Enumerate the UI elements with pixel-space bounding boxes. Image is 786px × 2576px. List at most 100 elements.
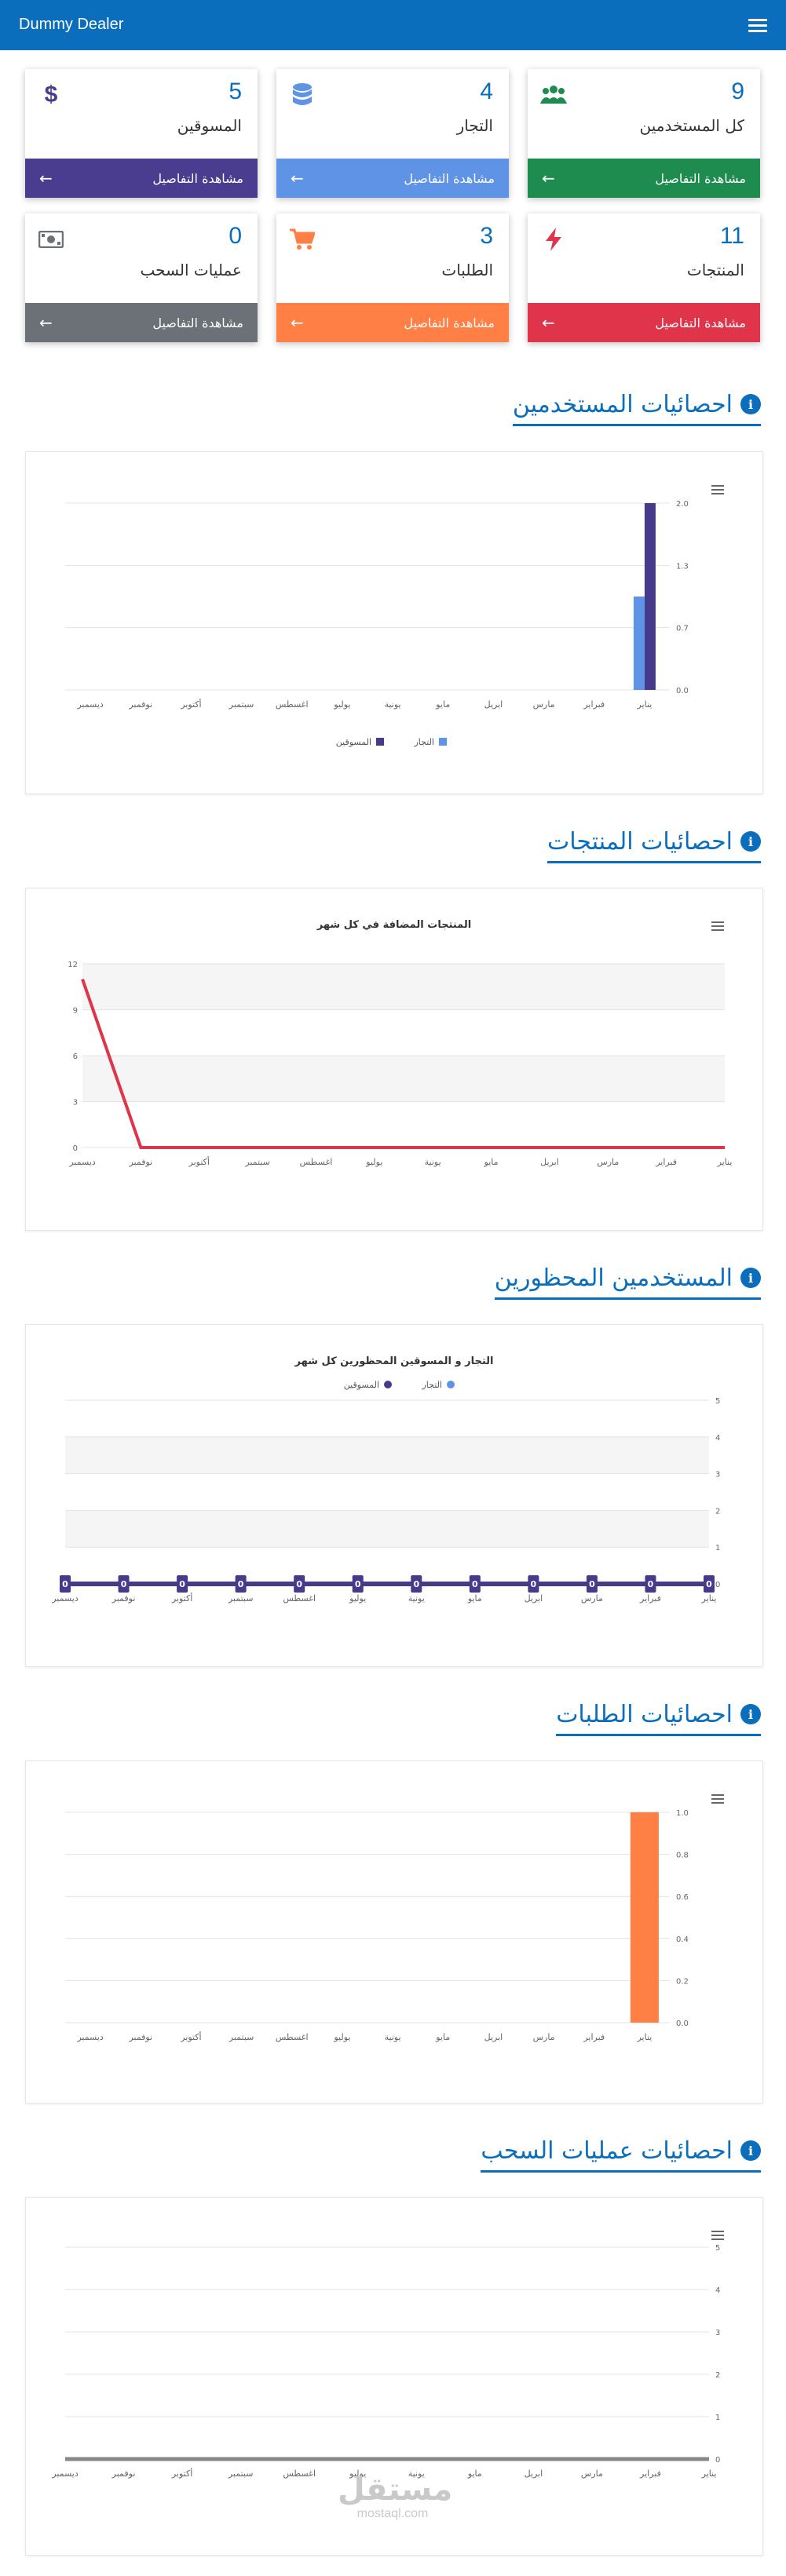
stat-label: عمليات السحب	[140, 261, 242, 279]
y-tick-label: 4	[715, 1434, 720, 1443]
arrow-left-icon: ←	[542, 313, 555, 332]
brand-name[interactable]: Dummy Dealer	[19, 16, 124, 33]
x-tick-label: سبتمبر	[228, 699, 254, 710]
legend-swatch	[439, 738, 447, 746]
arrow-left-icon: ←	[39, 313, 53, 332]
bar-value-0[interactable]	[630, 1812, 659, 2023]
chart-menu-icon[interactable]	[711, 1794, 724, 1804]
chart-menu-icon[interactable]	[711, 2231, 724, 2240]
data-label: 0	[179, 1579, 185, 1589]
chart-svg: 0.0 0.2 0.4 0.6 0.8 1.0 يناير فبراير مارس ابريل ما…	[65, 1794, 724, 2042]
y-tick-label: 0.7	[676, 625, 689, 633]
x-tick-label: يناير	[701, 2468, 717, 2479]
view-details-label: مشاهدة التفاصيل	[404, 170, 495, 186]
legend-item[interactable]: التجار	[414, 737, 448, 747]
y-tick-label: 0.0	[676, 2020, 689, 2028]
y-tick-label: 2	[715, 2371, 720, 2380]
x-tick-label: يوليو	[333, 2032, 350, 2042]
x-tick-label: يونية	[425, 1157, 441, 1167]
x-tick-label: ديسمبر	[51, 1593, 79, 1604]
view-details-button[interactable]: ← مشاهدة التفاصيل	[528, 303, 760, 342]
data-label-box	[177, 1575, 188, 1593]
legend-item[interactable]: المسوقين	[344, 1380, 392, 1390]
data-label-box	[118, 1575, 130, 1593]
grid-band	[82, 1056, 725, 1102]
data-label: 0	[531, 1579, 537, 1589]
y-tick-label: 2	[715, 1507, 720, 1516]
products-stats-chart: 0 3 6 9 12 يناير فبراير مارس ابريل مايو يونية يوليو…	[25, 888, 763, 1231]
banned-users-title: المستخدمين المحظورين i	[494, 1258, 761, 1300]
info-icon: i	[740, 394, 761, 414]
data-label: 0	[62, 1579, 68, 1589]
x-tick-label: نوفمبر	[112, 2468, 136, 2479]
chart-svg: 0 1 2 3 4 5 يناير فبراير مارس ابريل مايو يونية يوليو…	[51, 2231, 724, 2479]
view-details-label: مشاهدة التفاصيل	[152, 170, 243, 186]
grid-band	[65, 1436, 709, 1474]
bar-التجار-0[interactable]	[633, 597, 645, 690]
x-tick-label: مارس	[533, 2032, 555, 2042]
view-details-label: مشاهدة التفاصيل	[152, 315, 243, 330]
x-tick-label: أكتوبر	[171, 2468, 192, 2479]
x-tick-label: اغسطس	[283, 1593, 316, 1604]
x-tick-label: اغسطس	[300, 1157, 333, 1167]
view-details-button[interactable]: ← مشاهدة التفاصيل	[25, 159, 258, 198]
x-tick-label: مايو	[435, 2032, 450, 2042]
data-label-box	[528, 1575, 539, 1593]
x-tick-label: يناير	[636, 2032, 652, 2042]
view-details-button[interactable]: ← مشاهدة التفاصيل	[276, 303, 509, 342]
x-tick-label: مايو	[484, 1157, 499, 1167]
view-details-button[interactable]: ← مشاهدة التفاصيل	[528, 159, 760, 198]
x-tick-label: سبتمبر	[228, 2032, 254, 2042]
x-tick-label: يونية	[408, 1593, 425, 1604]
data-label-box	[645, 1575, 656, 1593]
x-tick-label: اغسطس	[283, 2468, 316, 2479]
stat-label: كل المستخدمين	[639, 116, 745, 135]
users-icon	[540, 82, 567, 108]
chart-menu-icon[interactable]	[711, 921, 724, 931]
view-details-button[interactable]: ← مشاهدة التفاصيل	[25, 303, 258, 342]
x-tick-label: نوفمبر	[112, 1593, 136, 1604]
x-tick-label: فبراير	[639, 2468, 661, 2479]
legend-swatch	[376, 738, 384, 746]
data-label: 0	[355, 1579, 361, 1589]
x-tick-label: يناير	[717, 1157, 733, 1167]
stat-value: 3	[480, 223, 493, 249]
y-tick-label: 0	[715, 1581, 720, 1589]
menu-toggle-icon[interactable]	[748, 19, 767, 33]
legend-item[interactable]: المسوقين	[336, 737, 384, 747]
x-tick-label: أكتوبر	[180, 2031, 201, 2042]
x-tick-label: يوليو	[349, 2468, 366, 2479]
users-stats-title: احصائيات المستخدمين i	[512, 385, 761, 426]
x-tick-label: مارس	[597, 1157, 619, 1167]
bar-المسوقين-0[interactable]	[644, 503, 656, 690]
arrow-left-icon: ←	[291, 169, 304, 188]
y-tick-label: 3	[715, 2329, 720, 2337]
x-tick-label: سبتمبر	[228, 2468, 254, 2479]
view-details-button[interactable]: ← مشاهدة التفاصيل	[276, 159, 509, 198]
chart-menu-icon[interactable]	[711, 485, 724, 494]
data-label: 0	[413, 1579, 419, 1589]
view-details-label: مشاهدة التفاصيل	[404, 315, 495, 330]
y-tick-label: 1.3	[676, 562, 689, 571]
x-tick-label: مارس	[581, 1593, 603, 1604]
stat-label: المسوقين	[177, 116, 242, 135]
x-tick-label: فبراير	[655, 1157, 677, 1167]
grid-band	[65, 1510, 709, 1548]
info-icon: i	[740, 2140, 761, 2161]
x-tick-label: نوفمبر	[128, 2032, 152, 2042]
data-label: 0	[706, 1579, 712, 1589]
y-tick-label: 5	[715, 2244, 720, 2253]
x-tick-label: نوفمبر	[128, 699, 152, 710]
y-tick-label: 0	[73, 1144, 78, 1153]
x-tick-label: اغسطس	[276, 2032, 309, 2042]
stat-value: 5	[228, 78, 242, 104]
data-label-box	[411, 1575, 422, 1593]
data-label: 0	[472, 1579, 478, 1589]
y-tick-label: 3	[73, 1099, 78, 1107]
y-tick-label: 1	[715, 2414, 720, 2422]
x-tick-label: نوفمبر	[128, 1157, 152, 1167]
x-tick-label: مارس	[533, 699, 555, 710]
x-tick-label: أكتوبر	[180, 699, 201, 710]
legend-item[interactable]: التجار	[422, 1380, 455, 1390]
data-label-box	[469, 1575, 481, 1593]
